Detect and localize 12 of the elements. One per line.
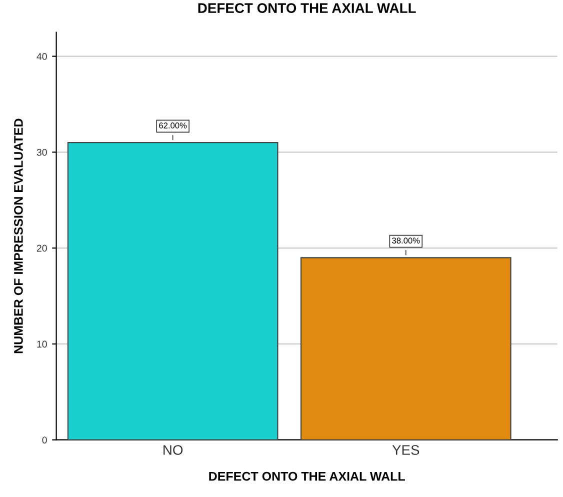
chart-title: DEFECT ONTO THE AXIAL WALL — [198, 3, 416, 13]
x-tick-label: NO — [164, 445, 183, 455]
y-tick-label: 30 — [36, 148, 47, 156]
y-tick-label: 10 — [37, 340, 47, 348]
x-axis-title: DEFECT ONTO THE AXIAL WALL — [209, 472, 405, 481]
y-tick-label: 20 — [36, 244, 47, 252]
annotation: 38.00% — [392, 238, 420, 244]
annotation: 62.00% — [159, 122, 187, 128]
y-axis-title: NUMBER OF IMPRESSION EVALUATED — [14, 118, 23, 354]
x-tick-label: YES — [392, 445, 420, 455]
y-tick-label: 0 — [42, 436, 47, 444]
y-tick-label: 40 — [36, 53, 47, 60]
